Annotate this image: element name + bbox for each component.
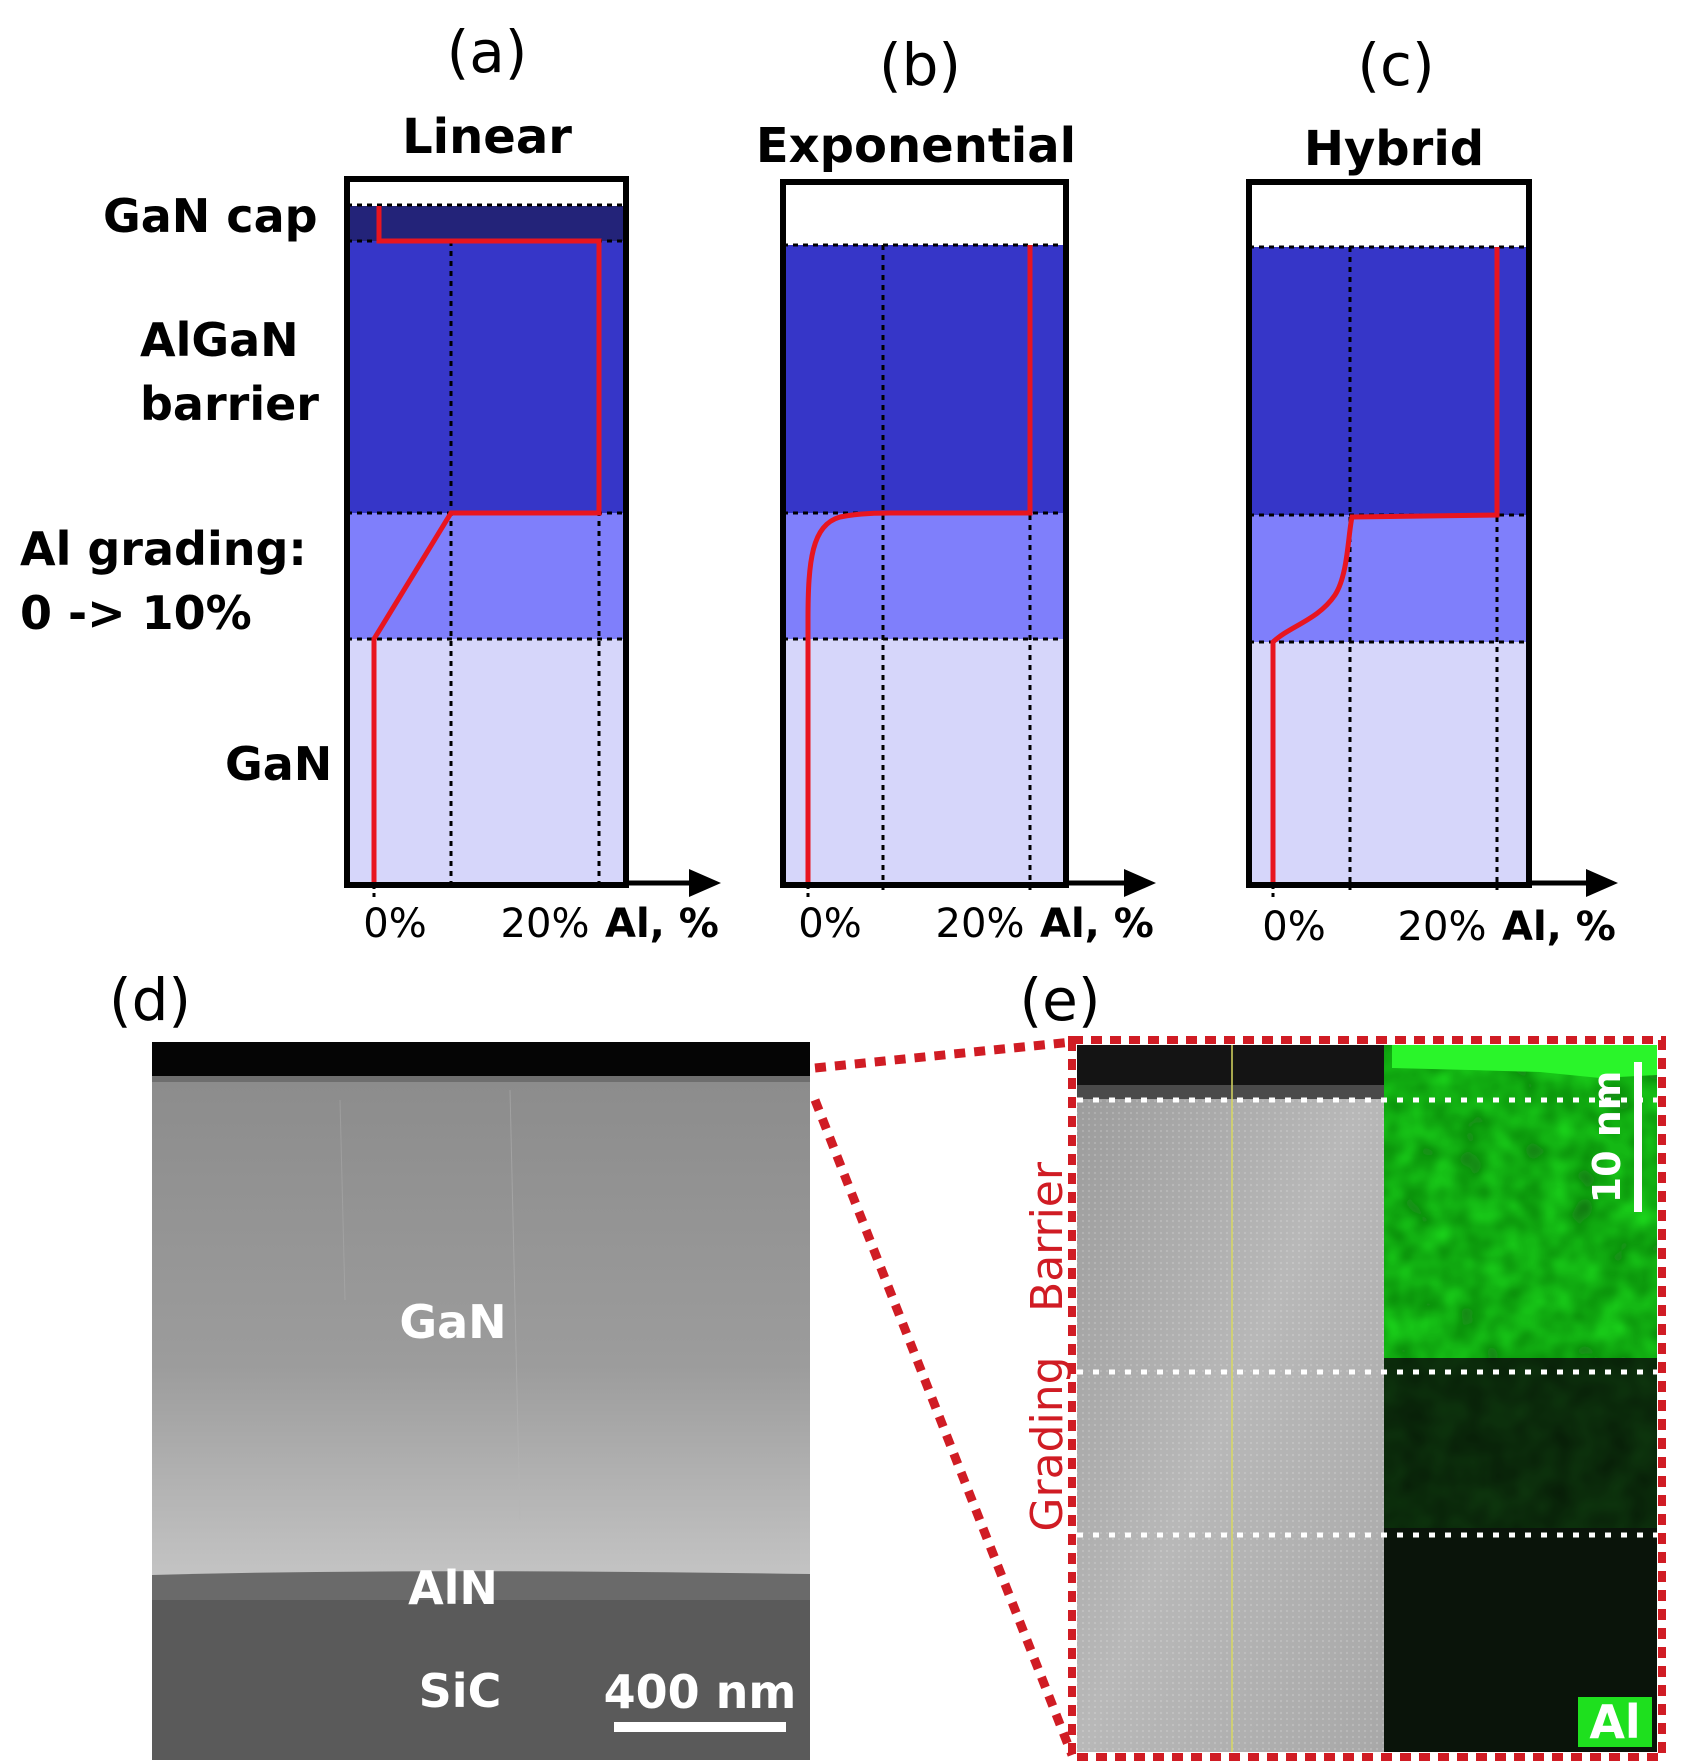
layer-gan — [783, 639, 1066, 885]
label-barrier: barrier — [140, 377, 319, 431]
scale-bar — [1634, 1062, 1642, 1212]
tick-0: 0% — [798, 901, 861, 947]
panel-e-label: (e) — [1020, 966, 1101, 1034]
element-tag-label: Al — [1589, 1695, 1640, 1749]
al-profile-hybrid — [1270, 247, 1500, 885]
layer-gan — [347, 639, 626, 885]
x-axis-label: Al, % — [1502, 904, 1616, 950]
tick-20: 20% — [936, 901, 1025, 947]
label-algan: AlGaN — [140, 313, 299, 367]
label-grading-range: 0 -> 10% — [20, 586, 252, 640]
panel-c-title: Hybrid — [1304, 121, 1484, 177]
layer-gan — [1249, 642, 1529, 885]
x-axis-label: Al, % — [1040, 901, 1154, 947]
tick-20: 20% — [1398, 904, 1487, 950]
panel-b-label: (b) — [879, 31, 961, 99]
scale-bar — [614, 1722, 786, 1732]
element-tag — [1578, 1697, 1652, 1747]
panel-d: (d) GaN AlN SiC 400 nm — [109, 966, 810, 1760]
x-axis-label: Al, % — [605, 901, 719, 947]
panel-b-title: Exponential — [756, 118, 1076, 174]
sic-substrate — [152, 1600, 810, 1760]
layer-gan-cap — [347, 206, 626, 241]
scale-bar-label: 10 nm — [1585, 1071, 1629, 1204]
al-profile-exponential — [805, 245, 1033, 885]
zoom-connector — [810, 1037, 1077, 1757]
panel-b: (b) Exponential 0% 20% Al, % — [756, 31, 1156, 947]
panel-a-title: Linear — [402, 109, 572, 165]
panel-c-frame — [1246, 179, 1532, 888]
panel-e: (e) 10 nm Al Barrier Grading — [1020, 966, 1666, 1761]
label-gan: GaN — [225, 737, 332, 791]
al-profile-linear — [371, 206, 602, 885]
interface-lines — [1077, 1097, 1657, 1538]
panel-d-label: (d) — [109, 966, 191, 1034]
surface-layer — [152, 1042, 810, 1076]
panel-a-frame — [344, 176, 629, 888]
layer-grading — [347, 513, 626, 639]
panel-a-label: (a) — [447, 18, 528, 86]
sem-label-sic: SiC — [419, 1664, 502, 1718]
sem-label-aln: AlN — [408, 1561, 498, 1615]
tick-0: 0% — [1262, 904, 1325, 950]
arrowhead-icon — [1586, 869, 1618, 897]
zoom-frame — [1068, 1036, 1666, 1761]
label-al-grading: Al grading: — [20, 522, 307, 576]
panel-c: (c) Hybrid 0% 20% Al, % — [1246, 31, 1618, 950]
aln-layer — [152, 1571, 810, 1600]
scale-bar-label: 400 nm — [604, 1665, 797, 1719]
tick-20: 20% — [501, 901, 590, 947]
layer-grading — [1249, 515, 1529, 642]
tick-0: 0% — [363, 901, 426, 947]
layer-barrier — [347, 241, 626, 513]
layer-grading — [783, 513, 1066, 639]
panel-a: (a) Linear 0% 20% Al, % GaN cap AlGaN ba… — [20, 18, 721, 947]
layer-barrier — [783, 245, 1066, 513]
sem-label-gan: GaN — [399, 1295, 506, 1349]
arrowhead-icon — [1124, 869, 1156, 897]
arrowhead-icon — [689, 869, 721, 897]
panel-b-frame — [780, 179, 1069, 888]
region-label-grading: Grading — [1022, 1356, 1073, 1531]
label-gan-cap: GaN cap — [103, 189, 318, 243]
layer-barrier — [1249, 247, 1529, 515]
panel-c-label: (c) — [1357, 31, 1434, 99]
region-label-barrier: Barrier — [1022, 1161, 1073, 1312]
